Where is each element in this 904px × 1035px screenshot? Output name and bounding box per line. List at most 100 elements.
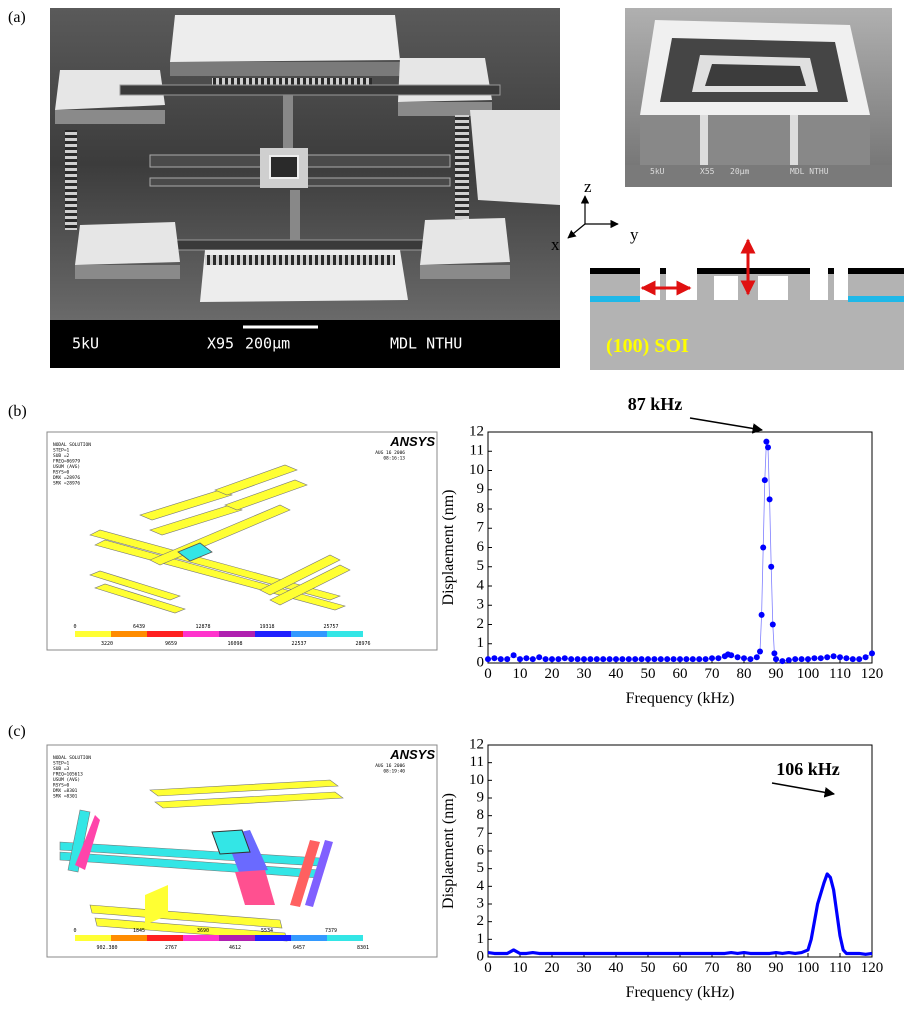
data-point xyxy=(626,656,632,662)
y-tick-label: 8 xyxy=(477,500,485,516)
data-point xyxy=(645,656,651,662)
data-point xyxy=(607,656,613,662)
data-point xyxy=(690,656,696,662)
y-tick-label: 1 xyxy=(477,931,485,947)
x-tick-label: 0 xyxy=(484,960,492,976)
y-tick-label: 7 xyxy=(477,825,485,841)
x-tick-label: 120 xyxy=(861,960,884,976)
data-point xyxy=(759,612,765,618)
data-point xyxy=(837,654,843,660)
ansys-legend-label: 8301 xyxy=(357,945,369,951)
ansys-legend-label: 902.380 xyxy=(96,945,117,951)
data-point xyxy=(677,656,683,662)
sem-image xyxy=(50,8,560,368)
data-point xyxy=(779,658,785,664)
data-point xyxy=(863,654,869,660)
y-tick-label: 4 xyxy=(477,577,485,593)
x-tick-label: 50 xyxy=(641,960,656,976)
data-point xyxy=(523,655,529,661)
data-point xyxy=(581,656,587,662)
data-point xyxy=(843,655,849,661)
data-point xyxy=(498,656,504,662)
y-tick-label: 1 xyxy=(477,635,485,651)
y-tick-label: 10 xyxy=(469,462,484,478)
ansys-legend-label: 0 xyxy=(73,928,76,934)
x-tick-label: 30 xyxy=(577,666,592,682)
x-tick-label: 80 xyxy=(737,960,752,976)
data-point xyxy=(485,656,491,662)
sem-magnification: X95 xyxy=(207,335,234,353)
ansys-header: SMX =28976 xyxy=(53,481,80,487)
data-point xyxy=(773,656,779,662)
y-axis-label: Displaement (nm) xyxy=(440,793,457,909)
data-point xyxy=(768,564,774,570)
sem-voltage: 5kU xyxy=(72,335,99,353)
inset-lab: MDL NTHU xyxy=(790,167,829,176)
data-point xyxy=(511,652,517,658)
data-line xyxy=(488,874,872,954)
x-tick-label: 70 xyxy=(705,666,720,682)
ansys-legend-label: 4612 xyxy=(229,945,241,951)
x-tick-label: 80 xyxy=(737,666,752,682)
axis-name: x xyxy=(551,235,560,254)
data-point xyxy=(869,650,875,656)
ansys-legend-label: 7379 xyxy=(325,928,337,934)
ansys-stamp: AUG 16 2006 xyxy=(375,450,405,456)
x-tick-label: 10 xyxy=(513,960,528,976)
data-point xyxy=(530,656,536,662)
axis-name: z xyxy=(584,177,592,196)
data-point xyxy=(831,653,837,659)
data-point xyxy=(767,496,773,502)
annotation-arrow xyxy=(772,783,834,794)
data-point xyxy=(818,655,824,661)
ansys-header: USUM (AVG) xyxy=(53,777,80,783)
data-point xyxy=(771,650,777,656)
data-point xyxy=(757,648,763,654)
data-point xyxy=(639,656,645,662)
ansys-legend-label: 12878 xyxy=(195,624,210,630)
x-tick-label: 40 xyxy=(609,960,624,976)
x-axis-label: Frequency (kHz) xyxy=(626,984,735,1001)
y-tick-label: 5 xyxy=(477,558,485,574)
data-point xyxy=(763,439,769,445)
ansys-legend-label: 0 xyxy=(73,624,76,630)
ansys-legend-label: 19318 xyxy=(259,624,274,630)
data-point xyxy=(728,652,734,658)
x-tick-label: 70 xyxy=(705,960,720,976)
ansys-header: FREQ=86979 xyxy=(53,459,80,465)
x-tick-label: 100 xyxy=(797,666,820,682)
axes-glyph xyxy=(568,196,618,238)
ansys-header: SMX =8301 xyxy=(53,794,78,800)
data-point xyxy=(805,656,811,662)
y-tick-label: 6 xyxy=(477,842,485,858)
ansys-legend-label: 6457 xyxy=(293,945,305,951)
data-point xyxy=(786,657,792,663)
figure: (a) (b) (c) 5kU X95 200µm MDL NTHU xyxy=(0,0,904,1035)
ansys-header: RSYS=0 xyxy=(53,783,70,789)
x-tick-label: 20 xyxy=(545,666,560,682)
y-tick-label: 0 xyxy=(477,948,485,964)
y-tick-label: 12 xyxy=(469,423,484,439)
ansys-header: NODAL SOLUTION xyxy=(53,755,91,761)
data-point xyxy=(491,655,497,661)
x-tick-label: 90 xyxy=(769,960,784,976)
y-tick-label: 9 xyxy=(477,481,485,497)
x-tick-label: 100 xyxy=(797,960,820,976)
data-point xyxy=(709,655,715,661)
x-tick-label: 120 xyxy=(861,666,884,682)
annotation: 106 kHz xyxy=(776,759,840,779)
annotation-arrow xyxy=(690,418,762,430)
data-point xyxy=(765,444,771,450)
data-point xyxy=(619,656,625,662)
ansys-header: SUB =3 xyxy=(53,766,70,772)
data-point xyxy=(517,656,523,662)
data-point xyxy=(658,656,664,662)
inset-magnification: X55 xyxy=(700,167,715,176)
ansys-legend-label: 22537 xyxy=(291,641,306,647)
data-point xyxy=(799,656,805,662)
data-point xyxy=(811,655,817,661)
data-point xyxy=(600,656,606,662)
x-tick-label: 110 xyxy=(829,960,851,976)
y-tick-label: 3 xyxy=(477,597,485,613)
ansys-header: RSYS=0 xyxy=(53,470,70,476)
